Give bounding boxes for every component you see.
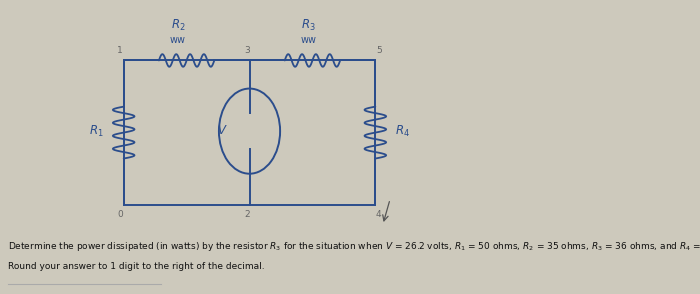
Text: 5: 5 <box>376 46 382 55</box>
Text: 3: 3 <box>245 46 251 55</box>
Text: $R_3$: $R_3$ <box>302 18 316 33</box>
Text: $R_1$: $R_1$ <box>90 123 104 139</box>
Text: 4: 4 <box>376 210 382 219</box>
Text: ww: ww <box>170 35 186 45</box>
Text: $V$: $V$ <box>216 124 228 137</box>
Text: $R_4$: $R_4$ <box>395 123 410 139</box>
Text: Determine the power dissipated (in watts) by the resistor $R_3$ for the situatio: Determine the power dissipated (in watts… <box>8 240 700 253</box>
Text: 1: 1 <box>118 46 123 55</box>
Text: Round your answer to 1 digit to the right of the decimal.: Round your answer to 1 digit to the righ… <box>8 262 265 271</box>
Text: 2: 2 <box>245 210 251 219</box>
Text: $R_2$: $R_2$ <box>171 18 186 33</box>
Text: ww: ww <box>301 35 316 45</box>
Text: 0: 0 <box>118 210 123 219</box>
